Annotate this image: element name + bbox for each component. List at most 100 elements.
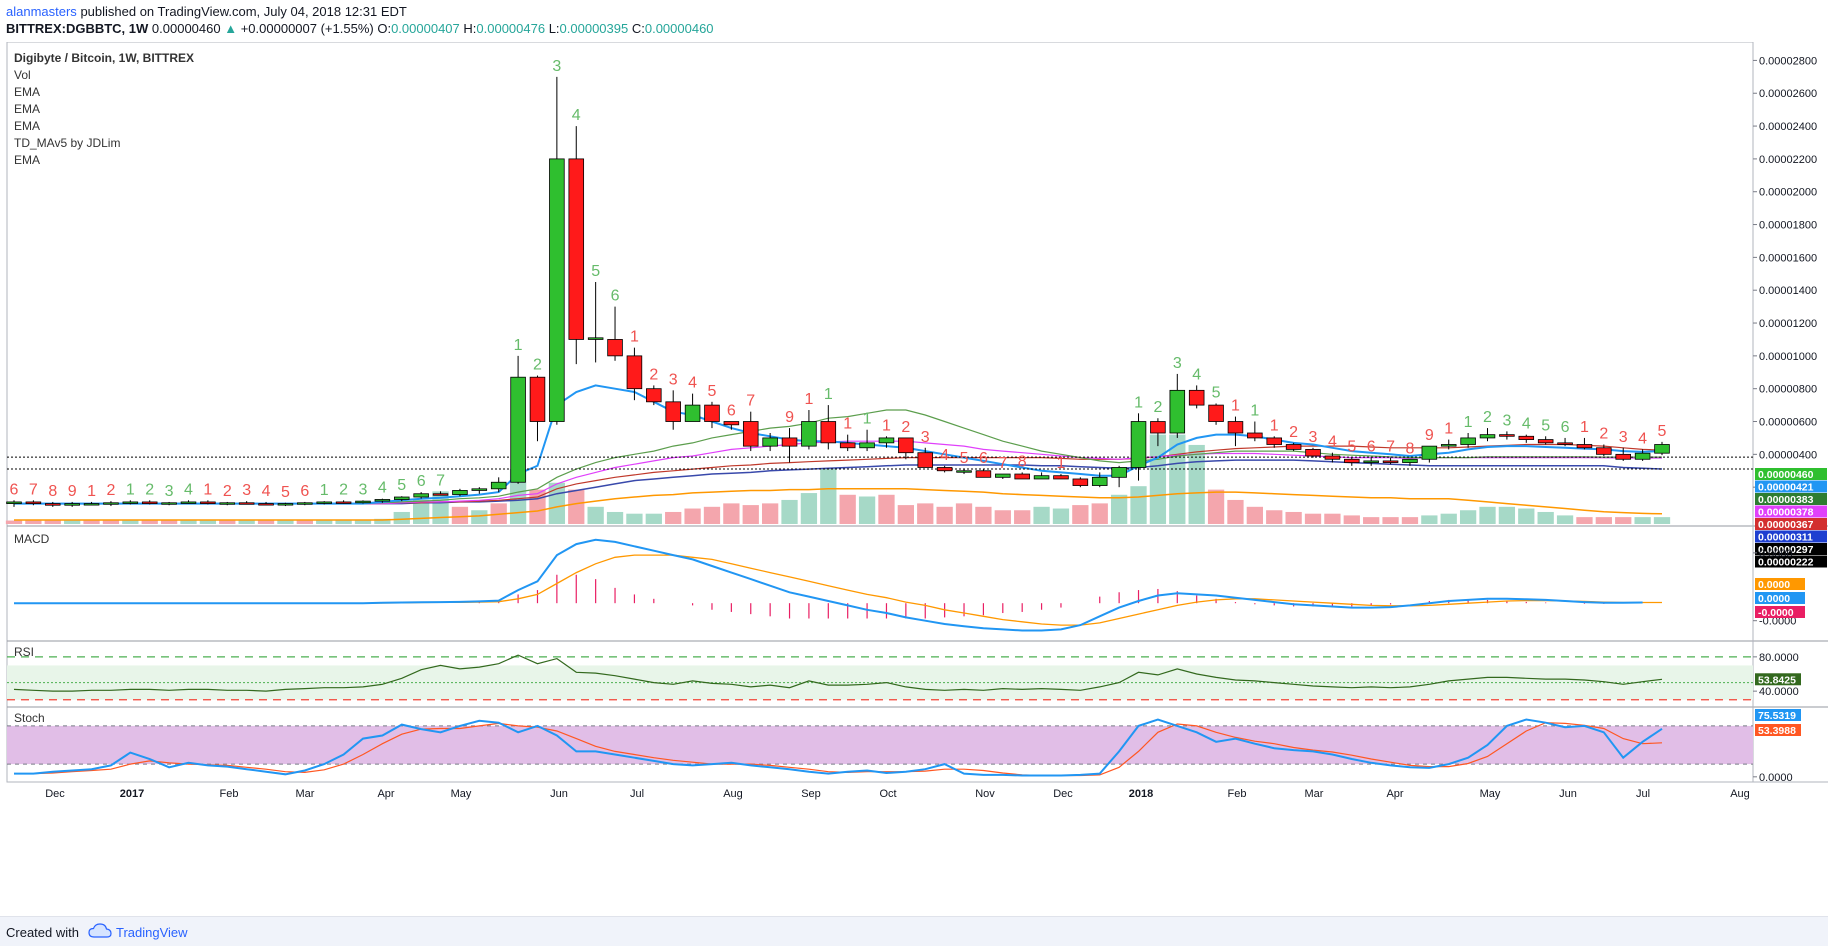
candle-body <box>898 437 914 454</box>
created-with-text: Created with <box>6 925 79 940</box>
td-count-label: 2 <box>1289 424 1298 441</box>
time-axis-label: Jul <box>1636 788 1650 800</box>
volume-bar <box>1363 517 1380 524</box>
tradingview-brand[interactable]: TradingView <box>116 925 188 940</box>
volume-bar <box>122 520 139 524</box>
legend-item-ema-1[interactable]: EMA <box>14 85 41 99</box>
candle-body <box>549 158 565 422</box>
chart-canvas[interactable]: 0.00002800 0.00002600 0.00002400 0.00002200… <box>0 42 1828 916</box>
price-tag-label: 0.00000421 <box>1758 482 1814 494</box>
td-count-label: 1 <box>1580 419 1589 436</box>
price-axis-label: 0.00002600 <box>1759 88 1817 100</box>
candle-body <box>587 337 604 340</box>
candle-body <box>297 502 313 505</box>
td-count-label: 3 <box>921 429 930 446</box>
td-count-label: 1 <box>1057 455 1066 472</box>
volume-bar <box>1227 499 1244 524</box>
td-count-label: 7 <box>29 481 38 498</box>
candle-body <box>1247 432 1263 439</box>
time-axis-label: Mar <box>1305 788 1324 800</box>
td-count-label: 5 <box>281 484 290 501</box>
td-count-label: 1 <box>630 329 639 346</box>
price-axis-label: 0.00002200 <box>1759 154 1817 166</box>
time-axis-label: Feb <box>1228 788 1247 800</box>
price-axis-label: 0.00001200 <box>1759 318 1817 330</box>
volume-bar <box>1149 434 1167 524</box>
volume-bar <box>393 511 410 524</box>
candle-body <box>1188 389 1205 406</box>
candle-body <box>413 493 429 498</box>
footer-bar: Created with TradingView <box>0 916 1828 946</box>
td-count-label: 2 <box>145 481 154 498</box>
stoch-tag-label: 75.5319 <box>1758 710 1796 722</box>
candle-body <box>490 481 507 490</box>
volume-bar <box>257 520 275 524</box>
volume-bar <box>878 494 895 524</box>
legend-item-ema-4[interactable]: EMA <box>14 153 41 167</box>
candle-body <box>1033 475 1050 480</box>
volume-bar <box>1266 510 1283 524</box>
td-count-label: 7 <box>746 393 755 410</box>
legend-item-ema-2[interactable]: EMA <box>14 102 41 116</box>
td-count-label: 1 <box>1231 398 1240 415</box>
last-price: 0.00000460 <box>151 21 221 36</box>
volume-bar <box>335 520 352 524</box>
time-axis-label: Aug <box>1730 788 1750 800</box>
volume-bar <box>1382 517 1399 524</box>
up-arrow-icon: ▲ <box>224 21 238 36</box>
volume-bar <box>1014 510 1031 524</box>
candle-body <box>316 501 332 504</box>
candle-body <box>801 421 817 447</box>
volume-bar <box>917 503 934 524</box>
volume-bar <box>1595 517 1612 524</box>
td-count-label: 4 <box>378 480 387 497</box>
td-count-label: 4 <box>1328 434 1337 451</box>
td-count-label: 4 <box>184 481 193 498</box>
volume-bar <box>1440 513 1457 524</box>
td-count-label: 3 <box>359 481 368 498</box>
candle-body <box>762 437 778 447</box>
td-count-label: 1 <box>514 337 523 354</box>
candle-body <box>180 501 197 504</box>
volume-bar <box>1556 515 1574 524</box>
price-tag-label: 0.00000378 <box>1758 507 1814 519</box>
time-axis-label: 2017 <box>120 788 144 800</box>
legend-item-vol[interactable]: Vol <box>14 68 31 82</box>
volume-bar <box>25 520 42 524</box>
td-count-label: 1 <box>882 417 891 434</box>
time-axis-label: Aug <box>723 788 743 800</box>
volume-bar <box>858 496 876 524</box>
volume-bar <box>1459 510 1477 524</box>
legend-item-td-mav5[interactable]: TD_MAv5 by JDLim <box>14 136 121 150</box>
candle-body <box>742 421 759 447</box>
candle-body <box>1072 478 1089 486</box>
volume-bar <box>296 520 313 524</box>
candle-body <box>1518 435 1535 440</box>
candle-body <box>1537 439 1554 444</box>
author-link[interactable]: alanmasters <box>6 4 77 19</box>
price-axis-label: 0.00001400 <box>1759 285 1817 297</box>
legend-item-ema-3[interactable]: EMA <box>14 119 41 133</box>
price-axis-label: 0.00000400 <box>1759 449 1817 461</box>
price-change: +0.00000007 (+1.55%) <box>240 21 374 36</box>
candle-body <box>374 499 391 502</box>
candle-body <box>1634 452 1651 460</box>
candle-body <box>452 490 468 495</box>
price-tag-bg <box>1755 493 1827 505</box>
volume-bar <box>684 508 701 524</box>
volume-bar <box>606 511 624 524</box>
candle-body <box>1227 421 1244 434</box>
volume-bar <box>703 506 721 524</box>
price-tag-label: 0.00000460 <box>1758 469 1814 481</box>
volume-bar <box>1343 515 1360 524</box>
close-value: 0.00000460 <box>644 21 714 36</box>
volume-bar <box>219 520 236 524</box>
volume-bar <box>1285 511 1302 524</box>
volume-bar <box>1537 511 1554 524</box>
stoch-axis-label: 0.0000 <box>1759 772 1793 784</box>
volume-bar <box>180 520 197 524</box>
volume-bar <box>1130 486 1147 524</box>
price-tag-label: 0.00000367 <box>1758 519 1814 531</box>
time-axis-label: Dec <box>1053 788 1073 800</box>
volume-bar <box>5 520 23 524</box>
